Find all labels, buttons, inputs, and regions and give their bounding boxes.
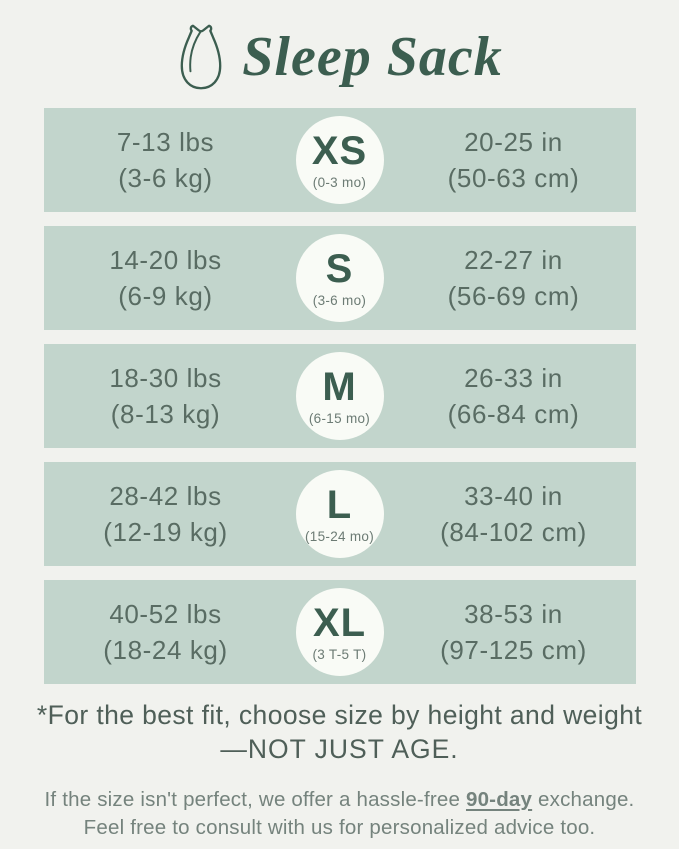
height-cell: 26-33 in (66-84 cm) <box>392 360 636 432</box>
weight-lbs: 7-13 lbs <box>116 127 215 157</box>
size-label: S <box>325 246 354 291</box>
size-age: (15-24 mo) <box>304 528 375 544</box>
weight-lbs: 28-42 lbs <box>109 481 222 511</box>
size-row-l: 28-42 lbs (12-19 kg) L (15-24 mo) 33-40 … <box>43 462 636 566</box>
weight-cell: 7-13 lbs (3-6 kg) <box>44 124 288 196</box>
fit-note: *For the best fit, choose size by height… <box>0 698 679 766</box>
exchange-note: If the size isn't perfect, we offer a ha… <box>0 786 679 842</box>
size-badge: XL (3 T-5 T) <box>295 588 384 676</box>
size-chart: 7-13 lbs (3-6 kg) XS (0-3 mo) 20-25 in (… <box>43 108 636 684</box>
weight-kg: (12-19 kg) <box>103 517 228 547</box>
height-cm: (97-125 cm) <box>440 635 587 665</box>
exchange-highlight: 90-day <box>465 788 533 811</box>
height-in: 20-25 in <box>464 127 563 157</box>
height-cm: (56-69 cm) <box>447 281 580 311</box>
weight-cell: 40-52 lbs (18-24 kg) <box>44 596 288 668</box>
size-age: (6-15 mo) <box>308 410 371 426</box>
size-label: M <box>322 364 357 409</box>
size-badge: L (15-24 mo) <box>295 470 384 558</box>
size-label: XL <box>312 600 367 645</box>
size-age: (0-3 mo) <box>312 174 367 190</box>
page-title: Sleep Sack <box>242 26 503 88</box>
height-in: 22-27 in <box>464 245 563 275</box>
weight-lbs: 18-30 lbs <box>109 363 222 393</box>
size-row-m: 18-30 lbs (8-13 kg) M (6-15 mo) 26-33 in… <box>43 344 636 448</box>
exchange-line2: Feel free to consult with us for persona… <box>83 816 596 839</box>
size-label: L <box>326 482 353 527</box>
size-row-s: 14-20 lbs (6-9 kg) S (3-6 mo) 22-27 in (… <box>43 226 636 330</box>
weight-lbs: 40-52 lbs <box>109 599 222 629</box>
weight-cell: 28-42 lbs (12-19 kg) <box>44 478 288 550</box>
weight-kg: (18-24 kg) <box>103 635 228 665</box>
height-cm: (66-84 cm) <box>447 399 580 429</box>
height-cm: (50-63 cm) <box>447 163 580 193</box>
weight-kg: (3-6 kg) <box>118 163 213 193</box>
fit-note-line2: —NOT JUST AGE. <box>220 734 459 764</box>
size-row-xs: 7-13 lbs (3-6 kg) XS (0-3 mo) 20-25 in (… <box>43 108 636 212</box>
height-cm: (84-102 cm) <box>440 517 587 547</box>
weight-lbs: 14-20 lbs <box>109 245 222 275</box>
exchange-suffix: exchange. <box>532 788 635 811</box>
height-cell: 20-25 in (50-63 cm) <box>392 124 636 196</box>
size-badge: S (3-6 mo) <box>295 234 384 322</box>
height-in: 38-53 in <box>464 599 563 629</box>
exchange-prefix: If the size isn't perfect, we offer a ha… <box>44 788 466 811</box>
weight-kg: (8-13 kg) <box>110 399 221 429</box>
header: Sleep Sack <box>0 0 679 100</box>
height-cell: 38-53 in (97-125 cm) <box>392 596 636 668</box>
size-row-xl: 40-52 lbs (18-24 kg) XL (3 T-5 T) 38-53 … <box>43 580 636 684</box>
size-badge: XS (0-3 mo) <box>295 116 384 204</box>
height-in: 33-40 in <box>464 481 563 511</box>
height-cell: 22-27 in (56-69 cm) <box>392 242 636 314</box>
weight-kg: (6-9 kg) <box>118 281 213 311</box>
sleep-sack-icon <box>176 23 226 91</box>
fit-note-line1: *For the best fit, choose size by height… <box>36 700 643 730</box>
size-age: (3-6 mo) <box>312 292 367 308</box>
size-badge: M (6-15 mo) <box>295 352 384 440</box>
height-cell: 33-40 in (84-102 cm) <box>392 478 636 550</box>
size-label: XS <box>311 128 368 173</box>
size-age: (3 T-5 T) <box>312 646 367 662</box>
weight-cell: 18-30 lbs (8-13 kg) <box>44 360 288 432</box>
weight-cell: 14-20 lbs (6-9 kg) <box>44 242 288 314</box>
height-in: 26-33 in <box>464 363 563 393</box>
exchange-line1: If the size isn't perfect, we offer a ha… <box>0 786 679 814</box>
